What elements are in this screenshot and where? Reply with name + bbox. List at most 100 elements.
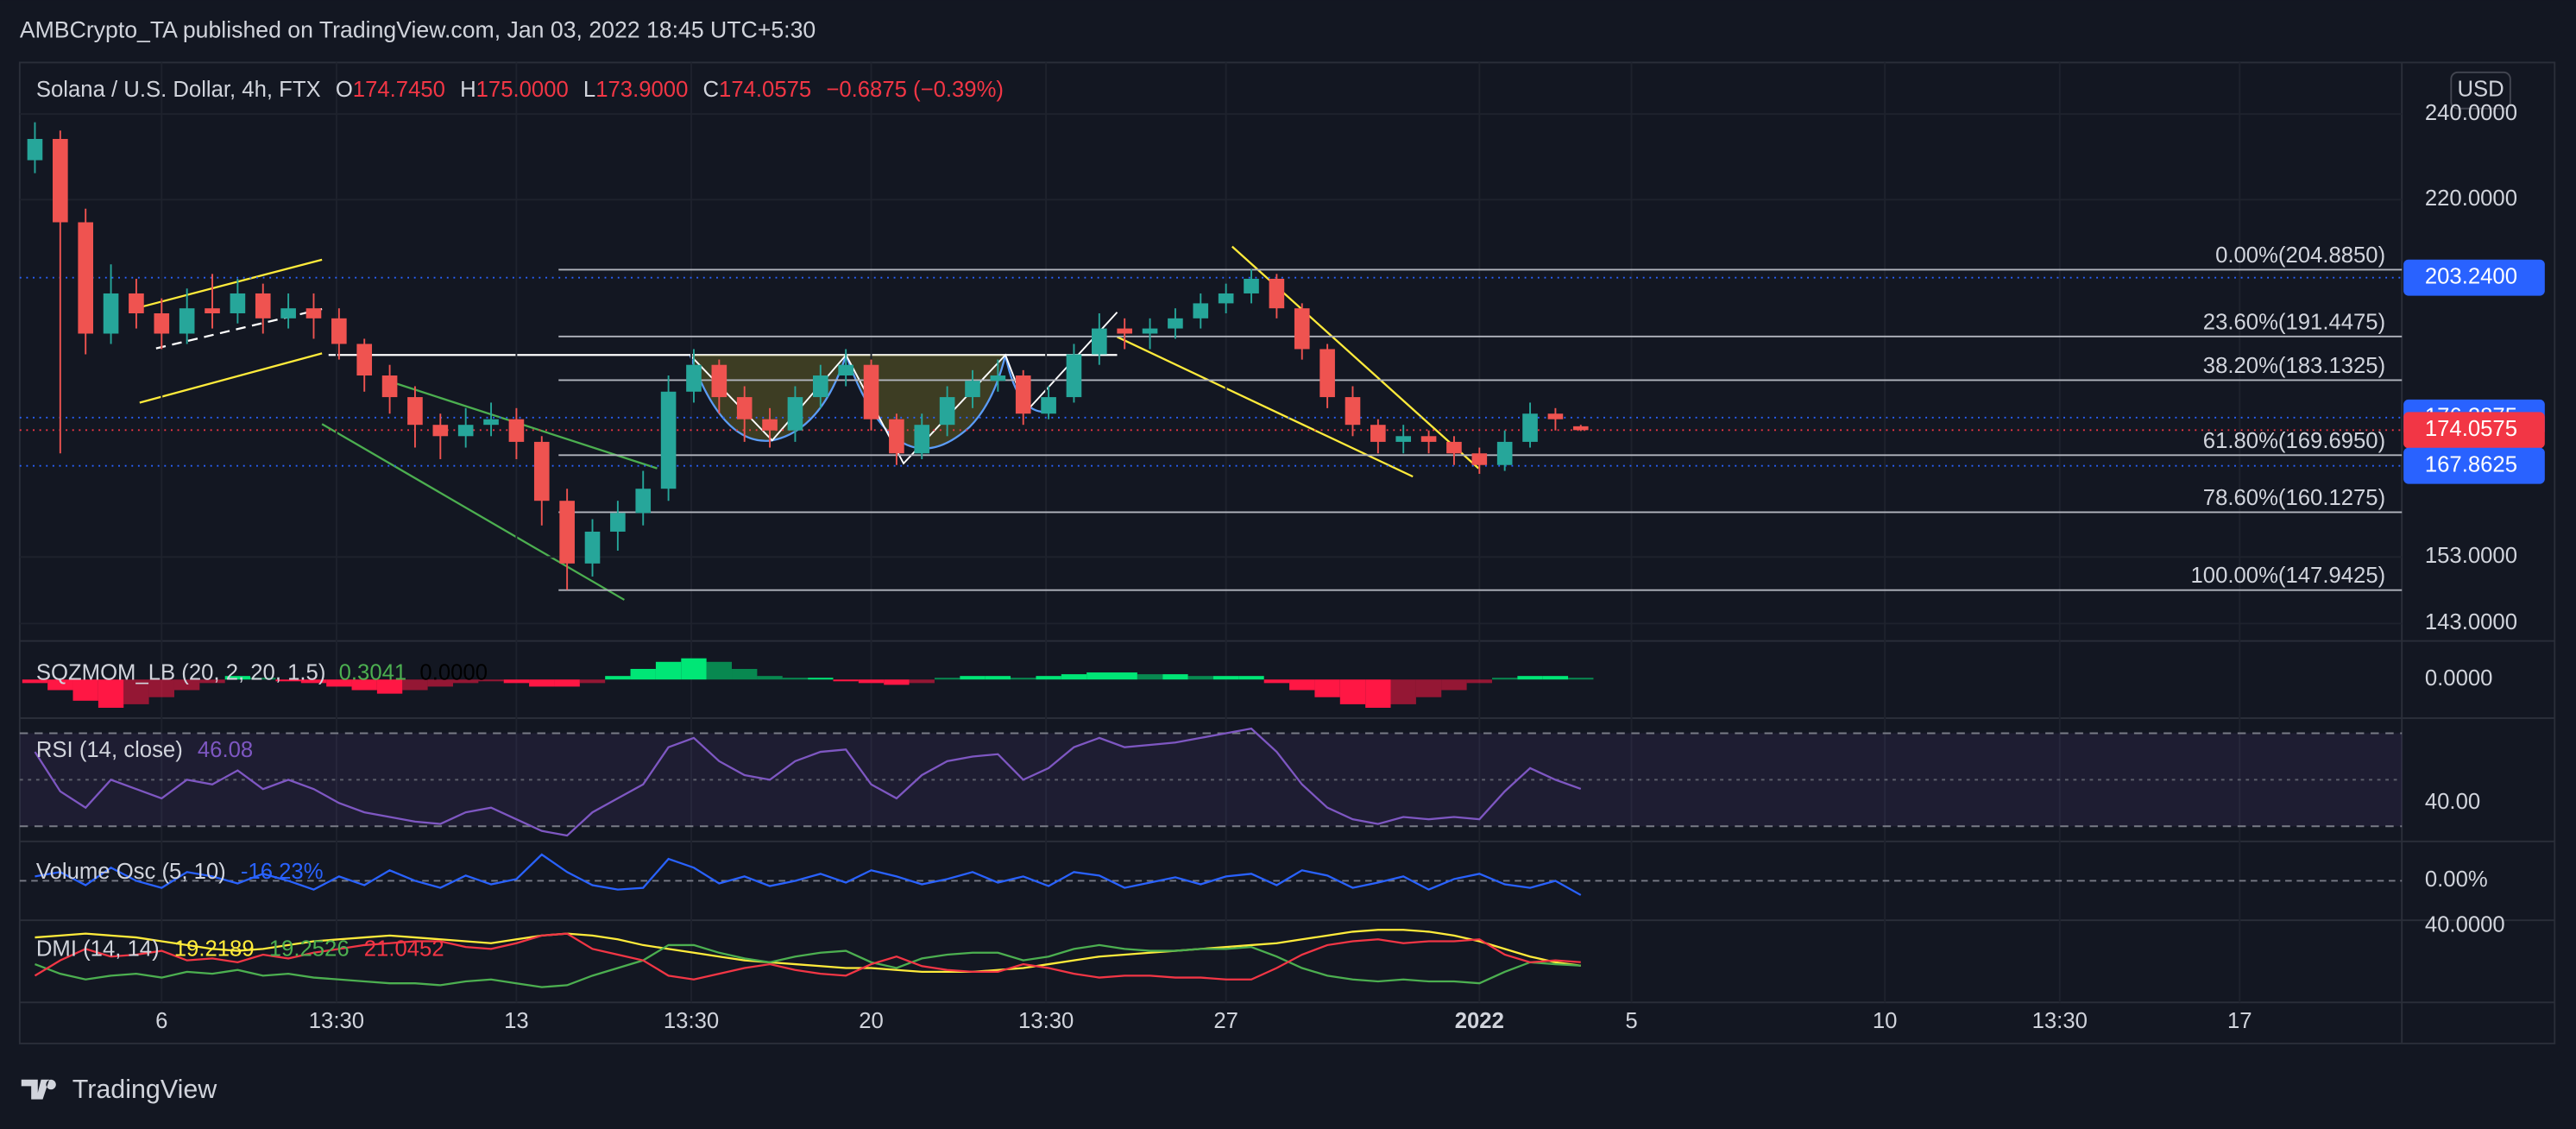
candle-body xyxy=(280,308,296,319)
momentum-bar xyxy=(985,676,1011,680)
y-tick-label: 0.0000 xyxy=(2425,666,2493,691)
momentum-bar xyxy=(858,679,885,684)
momentum-bar xyxy=(300,679,327,684)
momentum-bar xyxy=(579,679,606,684)
momentum-bar xyxy=(1289,679,1315,691)
momentum-bar xyxy=(173,679,200,691)
momentum-bar xyxy=(275,679,301,682)
x-tick-label: 13:30 xyxy=(309,1009,364,1033)
momentum-bar xyxy=(402,679,428,691)
candle-body xyxy=(660,391,677,489)
candle-body xyxy=(990,375,1006,382)
momentum-bar xyxy=(1036,676,1061,680)
candle-body xyxy=(1092,328,1107,355)
candle-body xyxy=(965,381,980,398)
x-tick-label: 17 xyxy=(2227,1009,2252,1033)
legend-title: SQZMOM_LB (20, 2, 20, 1.5) xyxy=(36,660,326,684)
momentum-bar xyxy=(1187,676,1213,680)
momentum-bar xyxy=(123,679,149,704)
legend-value: 174.0575 xyxy=(719,78,811,102)
price-tag xyxy=(2403,447,2545,484)
momentum-bar xyxy=(199,679,225,684)
candle-body xyxy=(356,344,373,376)
indicator-line xyxy=(34,727,1582,837)
candle-body xyxy=(1420,436,1437,442)
trendline xyxy=(1117,336,1414,478)
momentum-bar xyxy=(529,679,555,687)
candle-body xyxy=(78,222,94,334)
legend-key: H xyxy=(460,78,476,102)
momentum-bar xyxy=(630,668,656,680)
momentum-bar xyxy=(427,679,453,687)
candle-body xyxy=(508,419,525,442)
candle-body xyxy=(533,441,550,501)
legend-change: −0.6875 (−0.39%) xyxy=(826,78,1004,102)
candle-body xyxy=(584,531,601,564)
y-tick-label: 0.00% xyxy=(2425,867,2488,892)
candle-body xyxy=(483,419,499,426)
x-tick-label: 13:30 xyxy=(1018,1009,1074,1033)
trendline xyxy=(394,382,658,470)
momentum-bar xyxy=(934,678,960,680)
momentum-bar xyxy=(960,676,986,680)
momentum-bar xyxy=(1212,676,1239,680)
candle-body xyxy=(838,364,853,376)
legend-key: L xyxy=(583,78,595,102)
candle-body xyxy=(1066,354,1082,398)
momentum-bar xyxy=(1390,679,1416,704)
legend-title: Volume Osc (5, 10) xyxy=(36,860,226,884)
price-tag xyxy=(2403,412,2545,449)
legend-value: 21.0452 xyxy=(364,937,444,961)
legend-value: -16.23% xyxy=(241,860,324,884)
x-tick-label: 6 xyxy=(155,1009,167,1033)
candle-body xyxy=(381,375,398,398)
momentum-bar xyxy=(1441,679,1467,691)
momentum-bar xyxy=(503,679,530,684)
price-tag-label: 167.8625 xyxy=(2425,452,2517,476)
momentum-bar xyxy=(1415,679,1442,697)
x-tick-label: 20 xyxy=(859,1009,884,1033)
candle-body xyxy=(27,138,43,161)
candle-body xyxy=(1446,441,1462,454)
trendline xyxy=(139,258,323,309)
momentum-bar xyxy=(681,658,707,680)
momentum-bar xyxy=(1491,678,1518,680)
momentum-bar xyxy=(554,679,580,687)
legend-value: 19.2526 xyxy=(269,937,350,961)
legend-value: 19.2189 xyxy=(174,937,255,961)
x-tick-label: 27 xyxy=(1213,1009,1238,1033)
y-tick-label: 143.0000 xyxy=(2425,610,2517,634)
momentum-bar xyxy=(98,679,124,709)
price-tag-label: 174.0575 xyxy=(2425,417,2517,441)
logo-mark xyxy=(21,1079,56,1100)
fib-label: 78.60%(160.1275) xyxy=(2203,486,2385,510)
legend-value: 175.0000 xyxy=(476,78,569,102)
momentum-bar xyxy=(148,679,174,697)
candle-body xyxy=(1015,375,1031,414)
momentum-bar xyxy=(452,679,479,684)
candle-body xyxy=(1269,278,1285,309)
y-tick-label: 220.0000 xyxy=(2425,186,2517,211)
candle-body xyxy=(407,397,423,426)
momentum-bar xyxy=(22,679,48,684)
candle-body xyxy=(914,425,930,454)
momentum-bar xyxy=(1263,679,1290,684)
momentum-bar xyxy=(72,679,98,701)
legend-key: C xyxy=(702,78,719,102)
pane-legend: Solana / U.S. Dollar, 4h, FTX O174.7450 H1… xyxy=(36,78,1004,102)
candle-body xyxy=(1370,425,1386,442)
fib-label: 38.20%(183.1325) xyxy=(2203,354,2385,378)
candle-body xyxy=(1395,436,1412,442)
candle-body xyxy=(432,425,449,437)
candle-body xyxy=(863,364,879,419)
currency-button[interactable] xyxy=(2450,71,2511,110)
footer-logo: TradingView xyxy=(21,1075,217,1104)
y-tick-label: 40.00 xyxy=(2425,790,2480,814)
indicator-line xyxy=(35,943,1581,988)
candle-body xyxy=(1041,397,1056,414)
momentum-bar xyxy=(1112,672,1137,680)
candle-body xyxy=(1142,328,1158,334)
candle-body xyxy=(736,397,753,419)
